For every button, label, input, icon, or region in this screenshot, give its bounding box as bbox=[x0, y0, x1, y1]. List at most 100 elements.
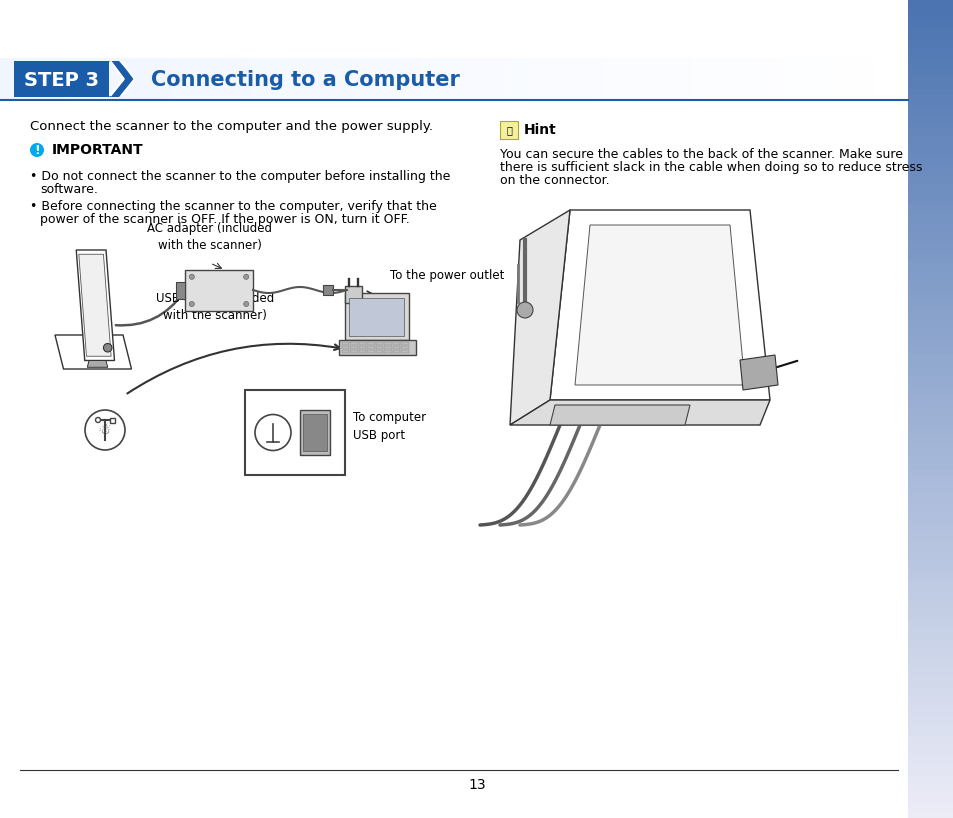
Bar bbox=[907, 600, 953, 608]
Bar bbox=[907, 634, 953, 642]
Text: • Before connecting the scanner to the computer, verify that the: • Before connecting the scanner to the c… bbox=[30, 200, 436, 213]
Bar bbox=[907, 198, 953, 205]
Bar bbox=[907, 47, 953, 56]
Text: ☃: ☃ bbox=[98, 423, 112, 438]
Bar bbox=[907, 709, 953, 717]
Bar bbox=[907, 96, 953, 103]
Bar bbox=[907, 450, 953, 458]
Bar bbox=[873, 58, 884, 100]
Bar bbox=[862, 58, 873, 100]
Bar bbox=[907, 348, 953, 356]
Polygon shape bbox=[510, 210, 569, 425]
Bar bbox=[350, 350, 357, 353]
Bar bbox=[907, 695, 953, 703]
Bar bbox=[907, 675, 953, 683]
Circle shape bbox=[517, 302, 533, 318]
Text: 💡: 💡 bbox=[505, 125, 512, 135]
Bar bbox=[907, 429, 953, 438]
Bar bbox=[159, 58, 170, 100]
Bar bbox=[148, 58, 159, 100]
Bar bbox=[907, 505, 953, 512]
Bar bbox=[23, 58, 34, 100]
Circle shape bbox=[254, 415, 291, 451]
Bar bbox=[907, 730, 953, 737]
Bar bbox=[907, 402, 953, 410]
Text: 13: 13 bbox=[468, 778, 485, 792]
Bar bbox=[782, 58, 794, 100]
Bar bbox=[245, 390, 345, 475]
Bar bbox=[352, 58, 363, 100]
Text: there is sufficient slack in the cable when doing so to reduce stress: there is sufficient slack in the cable w… bbox=[499, 161, 922, 174]
Bar bbox=[907, 648, 953, 655]
Bar bbox=[907, 354, 953, 362]
Bar bbox=[907, 14, 953, 21]
Text: You can secure the cables to the back of the scanner. Make sure: You can secure the cables to the back of… bbox=[499, 148, 902, 161]
Bar bbox=[907, 791, 953, 798]
Bar bbox=[907, 456, 953, 465]
Bar bbox=[185, 270, 253, 311]
Bar bbox=[498, 58, 510, 100]
Bar bbox=[400, 346, 408, 349]
Bar bbox=[907, 327, 953, 335]
Bar bbox=[204, 58, 215, 100]
Circle shape bbox=[103, 344, 112, 352]
Bar bbox=[907, 137, 953, 144]
Bar bbox=[907, 716, 953, 724]
Bar bbox=[771, 58, 782, 100]
Bar bbox=[375, 58, 386, 100]
Circle shape bbox=[189, 302, 194, 307]
Bar bbox=[794, 58, 805, 100]
Bar bbox=[907, 362, 953, 369]
Text: AC adapter (included
with the scanner): AC adapter (included with the scanner) bbox=[148, 222, 273, 252]
Polygon shape bbox=[79, 254, 111, 357]
Circle shape bbox=[30, 143, 44, 157]
Text: Connecting to a Computer: Connecting to a Computer bbox=[151, 70, 459, 90]
Bar bbox=[907, 784, 953, 792]
Bar bbox=[907, 477, 953, 485]
Bar bbox=[907, 497, 953, 506]
Bar bbox=[646, 58, 658, 100]
Bar bbox=[215, 58, 227, 100]
Bar bbox=[907, 116, 953, 124]
Bar bbox=[907, 640, 953, 649]
Bar bbox=[805, 58, 817, 100]
Bar bbox=[612, 58, 623, 100]
Bar bbox=[384, 350, 392, 353]
Bar bbox=[907, 0, 953, 8]
Bar bbox=[907, 798, 953, 806]
Bar bbox=[400, 342, 408, 344]
Bar bbox=[521, 58, 533, 100]
Bar bbox=[907, 532, 953, 540]
Bar bbox=[907, 736, 953, 744]
Bar bbox=[341, 342, 349, 344]
Bar bbox=[601, 58, 612, 100]
Bar bbox=[384, 342, 392, 344]
Polygon shape bbox=[550, 210, 769, 400]
Polygon shape bbox=[550, 405, 689, 425]
Bar bbox=[91, 58, 102, 100]
Bar bbox=[363, 58, 375, 100]
Bar bbox=[907, 552, 953, 560]
Polygon shape bbox=[510, 400, 769, 425]
Text: USB cable (included
with the scanner): USB cable (included with the scanner) bbox=[155, 292, 274, 322]
Bar bbox=[907, 518, 953, 526]
Bar bbox=[465, 58, 476, 100]
Bar bbox=[907, 763, 953, 771]
Bar bbox=[907, 272, 953, 281]
Bar bbox=[907, 27, 953, 35]
Bar bbox=[907, 620, 953, 628]
Bar bbox=[907, 252, 953, 260]
Text: Connect the scanner to the computer and the power supply.: Connect the scanner to the computer and … bbox=[30, 120, 433, 133]
Bar bbox=[907, 68, 953, 76]
Bar bbox=[850, 58, 862, 100]
Bar bbox=[907, 573, 953, 581]
Bar bbox=[896, 58, 907, 100]
Circle shape bbox=[95, 417, 100, 423]
Bar bbox=[907, 627, 953, 635]
Bar bbox=[340, 58, 352, 100]
Bar bbox=[907, 525, 953, 533]
Bar bbox=[510, 58, 521, 100]
Bar bbox=[703, 58, 715, 100]
Bar bbox=[907, 668, 953, 676]
Bar bbox=[907, 102, 953, 110]
